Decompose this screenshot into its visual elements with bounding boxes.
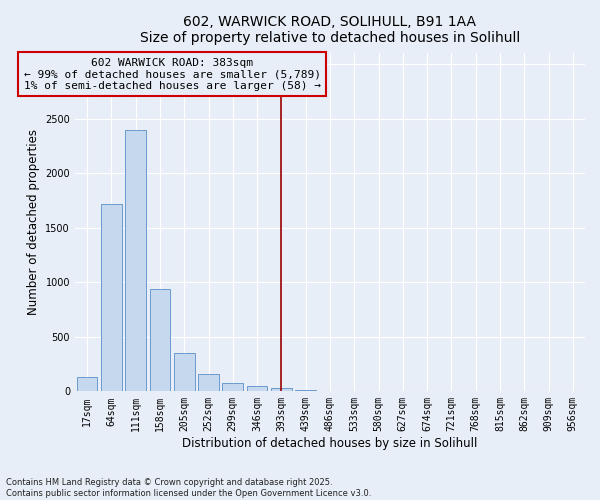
Bar [174, 353, 194, 392]
Bar [101, 204, 122, 392]
Bar [247, 386, 268, 392]
Bar [223, 382, 243, 392]
Bar [149, 289, 170, 392]
Y-axis label: Number of detached properties: Number of detached properties [27, 130, 40, 316]
Bar [320, 391, 340, 392]
Title: 602, WARWICK ROAD, SOLIHULL, B91 1AA
Size of property relative to detached house: 602, WARWICK ROAD, SOLIHULL, B91 1AA Siz… [140, 15, 520, 45]
Text: 602 WARWICK ROAD: 383sqm
← 99% of detached houses are smaller (5,789)
1% of semi: 602 WARWICK ROAD: 383sqm ← 99% of detach… [23, 58, 320, 91]
Bar [125, 130, 146, 392]
Text: Contains HM Land Registry data © Crown copyright and database right 2025.
Contai: Contains HM Land Registry data © Crown c… [6, 478, 371, 498]
Bar [198, 374, 219, 392]
Bar [77, 377, 97, 392]
X-axis label: Distribution of detached houses by size in Solihull: Distribution of detached houses by size … [182, 437, 478, 450]
Bar [295, 390, 316, 392]
Bar [271, 388, 292, 392]
